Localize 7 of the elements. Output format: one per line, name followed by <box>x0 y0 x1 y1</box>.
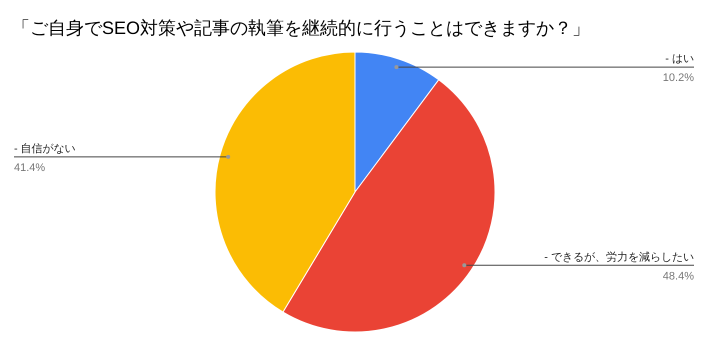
slice-label: - 自信がない <box>14 142 76 155</box>
slice-label: - できるが、労力を減らしたい <box>544 250 694 264</box>
slice-label: - はい <box>665 53 694 66</box>
data-label: 48.4% <box>662 270 694 282</box>
chart-title: 「ご自身でSEO対策や記事の執筆を継続的に行うことはできますか？」 <box>12 18 590 38</box>
data-label: 10.2% <box>662 72 694 84</box>
data-label: 41.4% <box>14 162 46 174</box>
